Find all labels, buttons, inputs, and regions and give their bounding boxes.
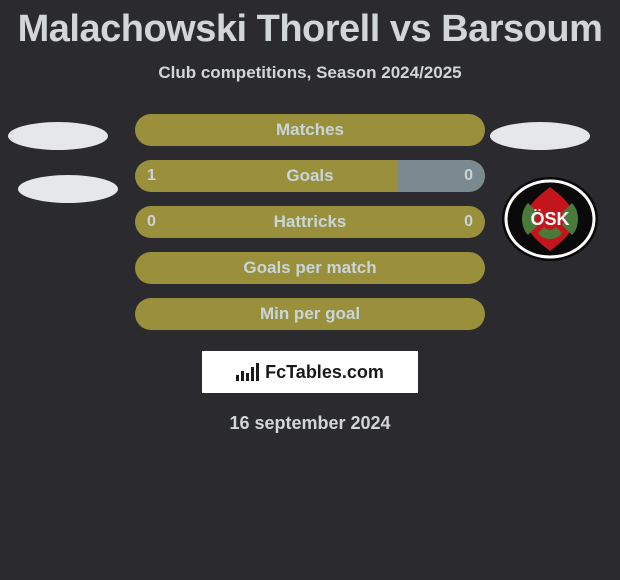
stat-value-right: 0: [464, 213, 473, 231]
date-text: 16 september 2024: [0, 413, 620, 434]
avatar-placeholder-left-1: [8, 122, 108, 150]
svg-text:ÖSK: ÖSK: [530, 209, 569, 229]
stat-bar: Hattricks 0 0: [135, 206, 485, 238]
stat-bar: Goals per match: [135, 252, 485, 284]
avatar-placeholder-left-2: [18, 175, 118, 203]
stat-bar: Min per goal: [135, 298, 485, 330]
stat-label: Matches: [276, 120, 344, 140]
subtitle: Club competitions, Season 2024/2025: [0, 63, 620, 83]
stat-value-left: 1: [147, 167, 156, 185]
avatar-placeholder-right: [490, 122, 590, 150]
stat-bar: Goals 1 0: [135, 160, 485, 192]
stat-label: Hattricks: [274, 212, 347, 232]
club-logo-icon: ÖSK: [500, 175, 600, 263]
chart-icon: [236, 363, 259, 381]
footer-brand-box: FcTables.com: [202, 351, 418, 393]
stat-value-left: 0: [147, 213, 156, 231]
stat-label: Min per goal: [260, 304, 360, 324]
stat-row: Min per goal: [0, 291, 620, 337]
footer-brand-text: FcTables.com: [265, 362, 384, 383]
page-title: Malachowski Thorell vs Barsoum: [0, 0, 620, 51]
stat-label: Goals: [286, 166, 333, 186]
stat-label: Goals per match: [243, 258, 376, 278]
stat-bar: Matches: [135, 114, 485, 146]
stat-value-right: 0: [464, 167, 473, 185]
